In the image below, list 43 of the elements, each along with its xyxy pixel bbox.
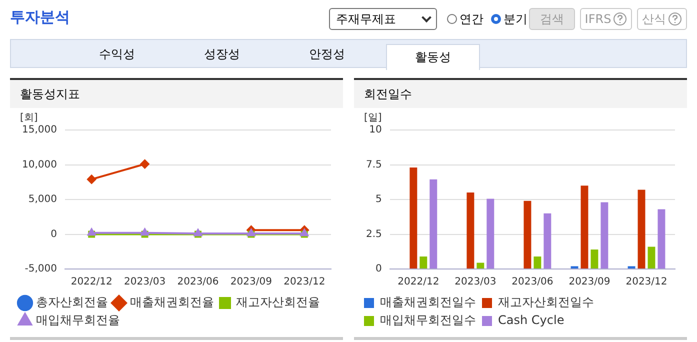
legend-label: 매출채권회전율 — [130, 295, 214, 310]
y-tick-label: -5,000 — [24, 264, 57, 275]
legend-label: 재고자산회전율 — [236, 295, 320, 310]
x-tick-label: 2023/03 — [454, 276, 496, 288]
y-tick-label: 7.5 — [366, 159, 382, 170]
y-tick-label: 10,000 — [22, 159, 57, 170]
text: 산식 — [642, 10, 666, 28]
x-tick-label: 2023/12 — [626, 276, 668, 288]
x-tick-label: 2023/06 — [177, 276, 219, 288]
text: 분기 — [504, 10, 528, 28]
x-tick-label: 2022/12 — [398, 276, 440, 288]
x-tick-label: 2023/06 — [512, 276, 554, 288]
y-tick-label: 0 — [376, 264, 382, 275]
y-axis-title: [회] — [20, 112, 38, 124]
text: 활동성 — [386, 44, 480, 70]
y-tick-label: 2.5 — [366, 228, 382, 240]
text: 연간 — [460, 10, 484, 28]
y-tick-label: 15,000 — [22, 124, 57, 136]
y-axis-title: [일] — [364, 112, 382, 124]
text: 수익성 — [98, 46, 136, 62]
x-tick-label: 2023/12 — [284, 276, 326, 288]
text: 투자분석 — [10, 8, 70, 27]
legend-label: 재고자산회전일수 — [498, 295, 594, 310]
text: 검색 — [529, 8, 575, 30]
y-tick-label: 5 — [376, 194, 382, 206]
y-tick-label: 5,000 — [28, 194, 57, 206]
legend-label: 매입채무회전율 — [36, 313, 120, 328]
legend-label: 총자산회전율 — [36, 295, 108, 310]
x-tick-label: 2023/03 — [124, 276, 166, 288]
text: 주재무제표 — [336, 10, 396, 28]
x-tick-label: 2023/09 — [568, 276, 610, 288]
y-tick-label: 0 — [50, 228, 57, 240]
x-tick-label: 2022/12 — [70, 276, 112, 288]
y-tick-label: 10 — [369, 124, 382, 136]
text: 성장성 — [203, 46, 241, 62]
legend-label: 매입채무회전일수 — [380, 313, 476, 328]
chart-title: 활동성지표 — [10, 80, 343, 108]
legend-label: Cash Cycle — [498, 313, 564, 328]
x-tick-label: 2023/09 — [230, 276, 272, 288]
chart-title: 회전일수 — [354, 80, 687, 108]
text: IFRS — [584, 12, 612, 26]
legend-label: 매출채권회전일수 — [380, 295, 476, 310]
text: 안정성 — [308, 46, 346, 62]
